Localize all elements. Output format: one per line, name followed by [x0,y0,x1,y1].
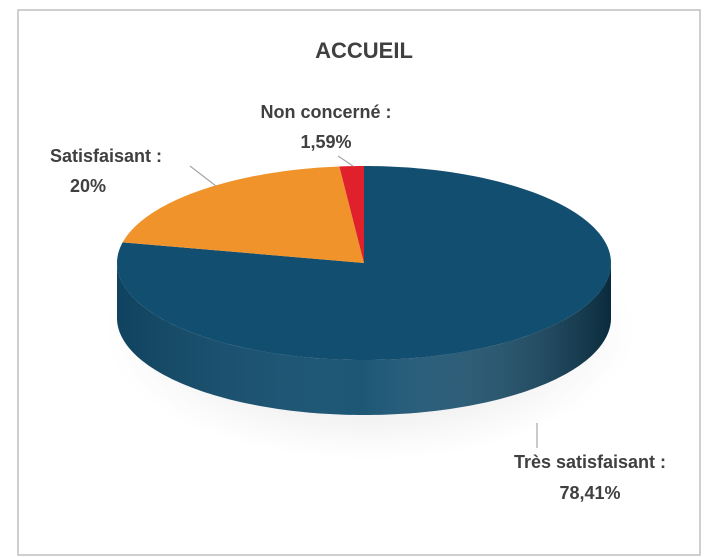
leader-line [189,165,217,187]
slice-value-label: 20% [70,176,106,196]
leader-line [337,155,354,167]
slice-label: Très satisfaisant : [514,452,666,472]
chart-title: ACCUEIL [315,38,413,63]
slice-label: Satisfaisant : [50,146,162,166]
slice [339,166,364,263]
slice [122,166,365,263]
slice-label: Non concerné : [260,102,391,122]
slice-value-label: 78,41% [559,483,620,503]
slice-value-label: 1,59% [300,132,351,152]
slice-side-shade [117,263,611,415]
